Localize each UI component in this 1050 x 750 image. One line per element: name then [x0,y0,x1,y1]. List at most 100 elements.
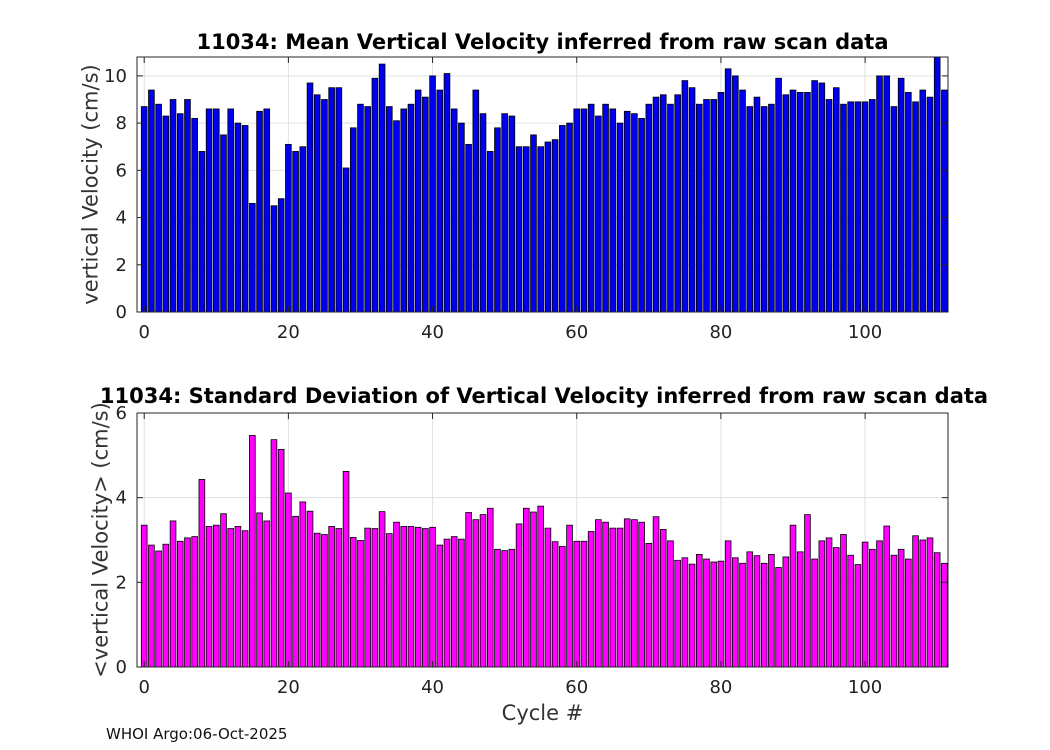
bar [515,523,523,668]
bar [847,101,854,313]
bar [191,536,198,668]
bar [479,113,487,313]
bar [897,77,905,313]
bar [933,56,941,313]
bar [220,513,227,668]
bar [321,534,328,668]
bar [912,101,919,313]
x-tick-label: 100 [848,322,882,343]
bar [782,94,790,313]
bar [169,520,177,668]
bar [285,492,292,668]
x-tick-label: 100 [848,677,882,698]
bar [544,141,552,313]
bar [688,563,696,668]
bar [696,103,703,313]
bar [926,537,934,668]
bar [674,559,681,668]
bar [652,516,660,668]
bar [386,533,393,668]
bar [869,99,876,313]
bar [458,538,465,668]
bar [667,540,674,668]
bar [861,101,869,313]
bar-series [140,56,948,313]
bar [263,108,271,313]
bar [414,526,422,668]
bar [494,548,501,668]
x-tick-label: 80 [709,322,732,343]
bar [263,520,271,668]
bar [486,151,494,313]
bar [184,537,191,668]
bar [400,108,408,313]
bar [645,103,653,313]
bar [739,562,746,668]
bar [616,122,624,313]
bar [349,537,357,668]
bar [876,75,883,313]
bar [789,524,797,668]
bar [198,151,206,313]
bar [768,103,775,313]
bar [486,507,494,668]
bar [422,528,429,668]
bar [804,514,811,668]
bar [883,75,891,313]
bar [825,537,833,668]
bar [393,521,400,668]
bar [804,92,811,313]
bar [768,553,775,668]
bar [631,113,638,313]
bar [407,526,415,668]
y-axis-label: vertical Velocity (cm/s) [78,64,102,304]
bar [688,87,696,313]
bar [587,531,595,668]
bar [342,167,350,313]
bar [205,526,213,668]
bar [335,87,343,313]
bar [710,561,717,668]
x-tick-label: 60 [565,322,588,343]
y-tick-label: 4 [116,208,127,229]
x-tick-labels: 0 20 40 60 80 100 [138,413,882,698]
bar [443,538,451,668]
bar [234,526,242,668]
bar [465,512,472,668]
bar [220,134,227,313]
bar [602,521,609,668]
bar [277,449,285,668]
bar [890,106,898,313]
bar [659,94,667,313]
bar [472,519,480,668]
bar [559,545,566,668]
bar [811,80,818,313]
bar [285,143,292,313]
bar [631,519,638,668]
x-tick-label: 40 [421,322,444,343]
bar [739,89,746,313]
bar [717,92,725,313]
bar [292,151,299,313]
bar [782,556,790,668]
bar [753,555,761,668]
bar [306,510,314,668]
y-tick-label: 10 [104,66,127,87]
bar [436,89,444,313]
bar [897,548,905,668]
bar [407,103,415,313]
bar [573,108,581,313]
y-tick-label: 2 [116,572,127,593]
bar [328,87,335,313]
bar [378,63,386,313]
bar [832,87,840,313]
bar [840,534,847,668]
bar [941,562,948,668]
bar [422,96,429,313]
bar [724,68,732,313]
bar [681,80,689,313]
x-tick-label: 0 [138,322,149,343]
bar [832,547,840,668]
bar [818,540,826,668]
